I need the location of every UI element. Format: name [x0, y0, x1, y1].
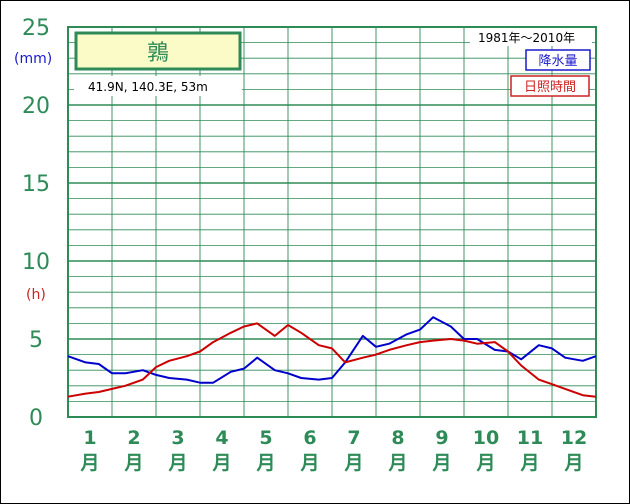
legend-precip [525, 49, 591, 71]
period-box [470, 28, 592, 46]
month-number: 2 [127, 427, 140, 449]
month-number: 1 [83, 427, 96, 449]
month-kanji: 月 [255, 452, 275, 474]
x-axis-ticks: 1 月 2 月 3 月 4 月 5 月 6 月 7 月 8 月 9 月 10 月 11 月 12 月 [79, 427, 587, 474]
legend-sun [510, 75, 590, 97]
month-kanji: 月 [563, 452, 583, 474]
period-label: 1981年～2010年 [478, 31, 575, 45]
month-kanji: 月 [79, 452, 99, 474]
sun-unit-label: (h) [26, 287, 46, 303]
month-kanji: 月 [431, 452, 451, 474]
month-kanji: 月 [387, 452, 407, 474]
month-number: 3 [171, 427, 184, 449]
legend-sun-label: 日照時間 [524, 80, 576, 95]
month-number: 5 [259, 427, 272, 449]
month-number: 12 [561, 427, 587, 449]
coords-box [74, 76, 242, 96]
y-axis-ticks: 0 5 10 15 20 25 [22, 16, 50, 431]
precip-unit-label: (mm) [14, 51, 52, 67]
month-number: 11 [517, 427, 543, 449]
y-tick-label: 25 [22, 16, 50, 41]
month-kanji: 月 [211, 452, 231, 474]
y-tick-label: 15 [22, 172, 50, 197]
y-tick-label: 20 [22, 94, 50, 119]
month-kanji: 月 [299, 452, 319, 474]
month-kanji: 月 [123, 452, 143, 474]
month-kanji: 月 [343, 452, 363, 474]
month-number: 7 [347, 427, 360, 449]
month-number: 4 [215, 427, 228, 449]
month-number: 10 [473, 427, 499, 449]
station-box [74, 31, 242, 71]
y-tick-label: 5 [29, 328, 43, 353]
month-kanji: 月 [475, 452, 495, 474]
month-number: 6 [303, 427, 316, 449]
month-number: 8 [391, 427, 404, 449]
y-tick-label: 10 [22, 250, 50, 275]
month-kanji: 月 [167, 452, 187, 474]
legend-precip-label: 降水量 [538, 54, 577, 69]
sunshine-line [67, 322, 597, 398]
y-tick-label: 0 [29, 406, 43, 431]
month-kanji: 月 [519, 452, 539, 474]
month-number: 9 [435, 427, 448, 449]
station-name: 鶉 [147, 41, 169, 66]
station-coords: 41.9N, 140.3E, 53m [88, 80, 208, 94]
series-layer [67, 316, 597, 398]
